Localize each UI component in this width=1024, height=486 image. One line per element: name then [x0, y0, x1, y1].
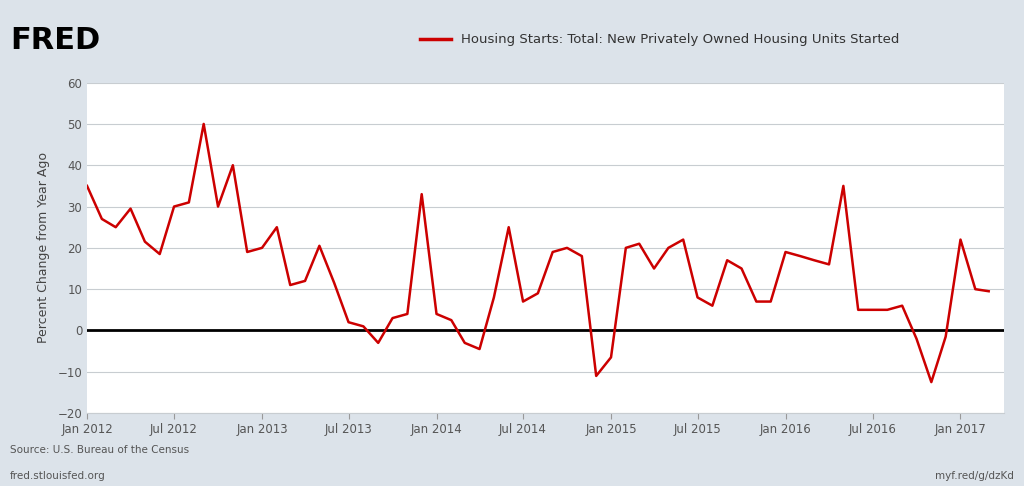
Text: fred.stlouisfed.org: fred.stlouisfed.org — [10, 471, 106, 482]
Text: Housing Starts: Total: New Privately Owned Housing Units Started: Housing Starts: Total: New Privately Own… — [461, 33, 899, 46]
Text: FRED: FRED — [10, 26, 100, 55]
Text: myf.red/g/dzKd: myf.red/g/dzKd — [935, 471, 1014, 482]
Y-axis label: Percent Change from Year Ago: Percent Change from Year Ago — [38, 152, 50, 344]
Text: Source: U.S. Bureau of the Census: Source: U.S. Bureau of the Census — [10, 445, 189, 455]
